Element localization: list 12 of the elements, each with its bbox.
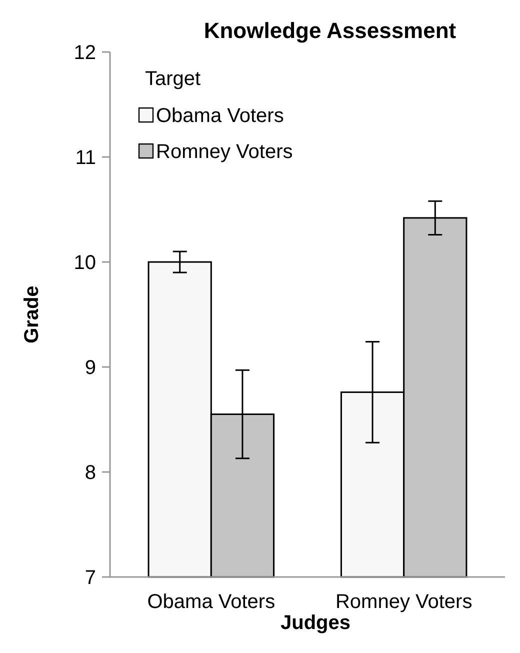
legend-label: Romney Voters [156, 141, 293, 163]
legend-title: Target [145, 68, 202, 90]
y-tick-label: 10 [74, 252, 96, 274]
y-tick-label: 12 [74, 42, 96, 64]
y-axis-title: Grade [21, 286, 43, 344]
y-tick-label: 8 [84, 462, 96, 484]
legend-label: Obama Voters [156, 105, 284, 127]
x-axis-title: Judges [280, 612, 351, 634]
y-tick-label: 11 [75, 147, 96, 169]
y-tick-label: 7 [84, 567, 96, 589]
chart-title: Knowledge Assessment [204, 18, 457, 43]
y-tick-label: 9 [84, 357, 96, 379]
